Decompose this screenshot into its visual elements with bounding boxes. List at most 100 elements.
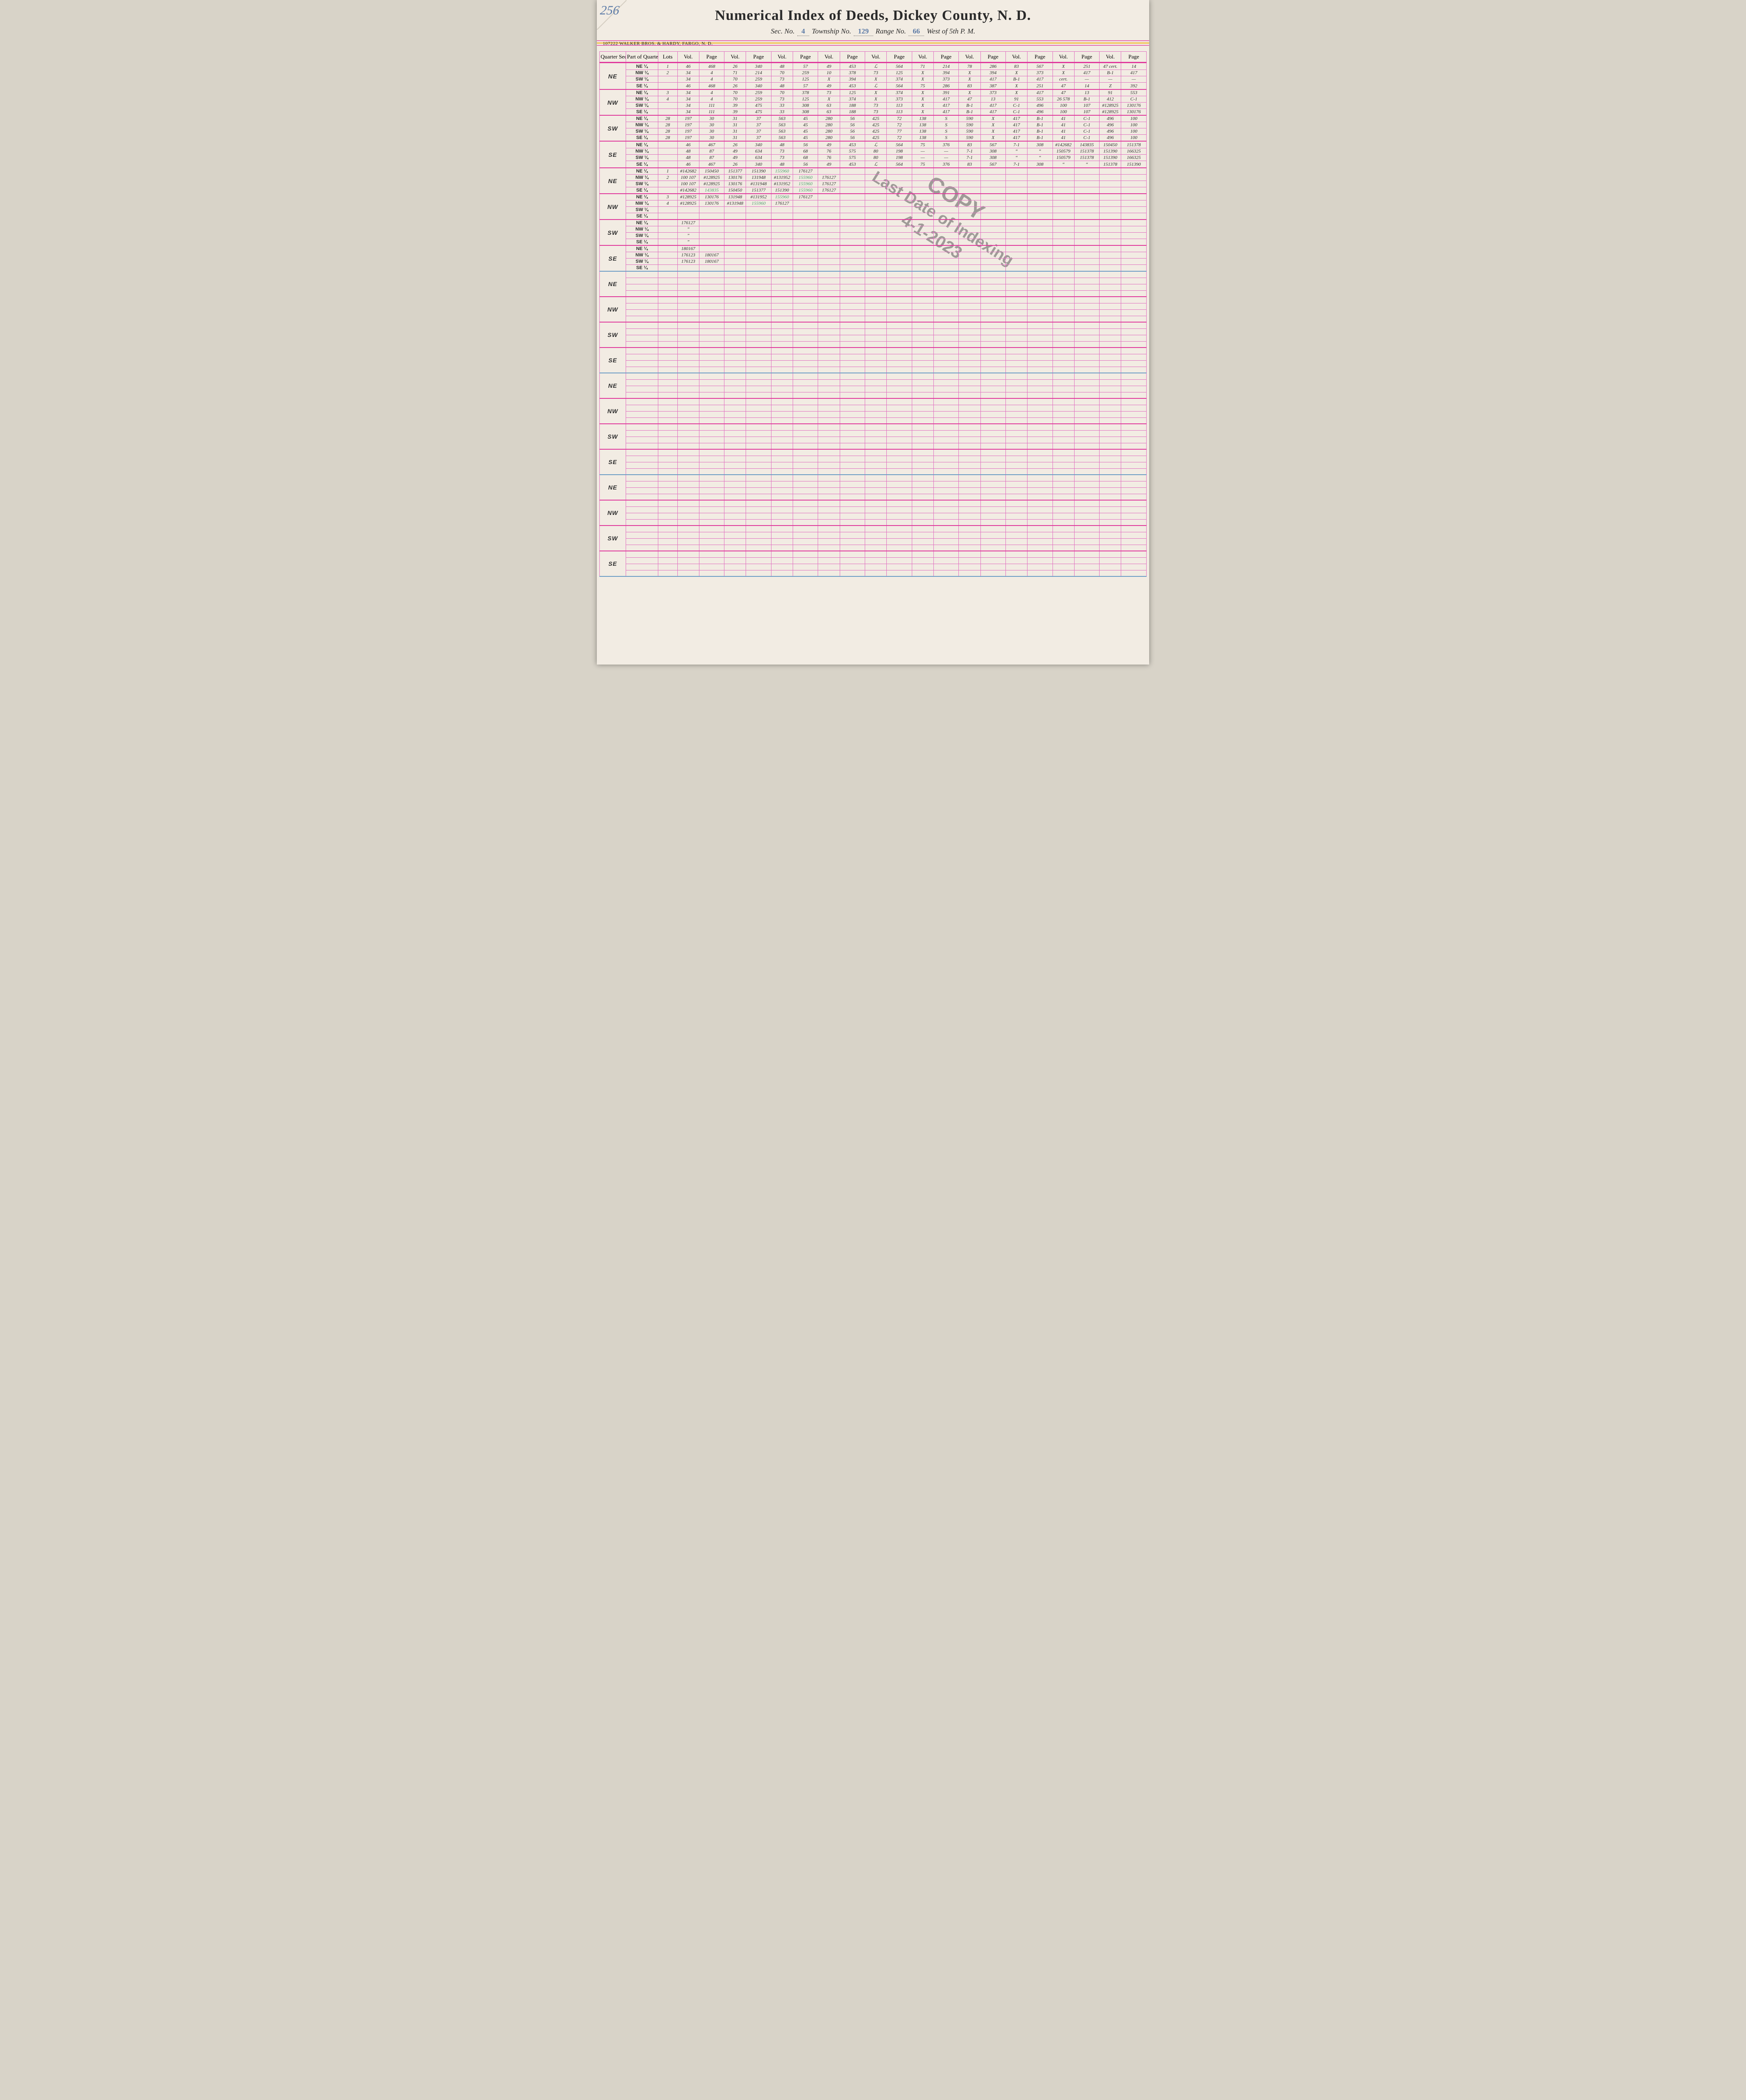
vol-page-cell: 78 <box>959 63 980 70</box>
west-note: West of 5th P. M. <box>927 27 975 36</box>
vol-page-cell <box>887 545 912 551</box>
lots-cell: 2 <box>658 175 677 181</box>
vol-page-cell <box>1074 449 1099 456</box>
lots-cell <box>658 109 677 116</box>
vol-page-cell: 564 <box>887 141 912 148</box>
vol-page-cell <box>1005 290 1027 297</box>
vol-page-cell <box>865 303 887 309</box>
vol-page-cell: 176123 <box>677 259 699 265</box>
vol-page-cell <box>933 168 958 175</box>
township-value[interactable]: 129 <box>854 27 873 36</box>
vol-page-cell <box>840 532 865 538</box>
vol-page-cell <box>746 328 771 335</box>
vol-page-cell <box>887 417 912 424</box>
vol-page-cell <box>959 443 980 449</box>
vol-page-cell <box>1074 297 1099 303</box>
vol-page-cell: 14 <box>1074 83 1099 90</box>
vol-page-cell: 73 <box>865 109 887 116</box>
vol-page-cell <box>865 290 887 297</box>
vol-page-cell <box>771 506 793 513</box>
lots-cell <box>658 532 677 538</box>
vol-page-cell: 30 <box>699 115 724 122</box>
part-of-quarter-cell: SE ¼ <box>626 265 658 272</box>
vol-page-cell <box>887 405 912 411</box>
vol-page-cell <box>793 475 818 481</box>
col-header-vol-3: Vol. <box>771 52 793 63</box>
vol-page-cell <box>724 424 746 430</box>
lots-cell <box>658 348 677 354</box>
vol-page-cell <box>840 519 865 526</box>
vol-page-cell <box>980 245 1005 252</box>
sec-value[interactable]: 4 <box>797 27 810 36</box>
vol-page-cell <box>887 392 912 398</box>
vol-page-cell: X <box>980 122 1005 128</box>
vol-page-cell <box>1121 265 1147 272</box>
lots-cell <box>658 181 677 187</box>
part-of-quarter-cell: NE ¼ <box>626 168 658 175</box>
vol-page-cell <box>933 551 958 557</box>
vol-page-cell <box>1074 367 1099 373</box>
vol-page-cell: #142682 <box>677 168 699 175</box>
vol-page-cell: 34 <box>677 109 699 116</box>
vol-page-cell <box>912 265 933 272</box>
vol-page-cell <box>865 245 887 252</box>
vol-page-cell <box>933 194 958 200</box>
vol-page-cell: X <box>980 135 1005 142</box>
vol-page-cell <box>818 443 840 449</box>
vol-page-cell <box>793 506 818 513</box>
vol-page-cell <box>1100 175 1121 181</box>
vol-page-cell: 131948 <box>746 175 771 181</box>
vol-page-cell <box>980 360 1005 367</box>
vol-page-cell <box>677 271 699 278</box>
table-row <box>600 379 1147 386</box>
vol-page-cell <box>1053 545 1074 551</box>
vol-page-cell: 45 <box>793 115 818 122</box>
table-row <box>600 417 1147 424</box>
vol-page-cell <box>677 213 699 220</box>
vol-page-cell <box>677 437 699 443</box>
vol-page-cell <box>959 354 980 360</box>
table-row <box>600 456 1147 462</box>
vol-page-cell: 26 <box>724 83 746 90</box>
vol-page-cell <box>887 187 912 194</box>
vol-page-cell <box>912 239 933 246</box>
vol-page-cell <box>1005 519 1027 526</box>
vol-page-cell <box>1053 411 1074 417</box>
vol-page-cell: 48 <box>771 83 793 90</box>
vol-page-cell <box>865 194 887 200</box>
vol-page-cell <box>980 411 1005 417</box>
quarter-section-cell: NW <box>600 194 626 220</box>
vol-page-cell <box>980 233 1005 239</box>
vol-page-cell <box>677 513 699 519</box>
vol-page-cell <box>1074 570 1099 576</box>
vol-page-cell <box>1100 557 1121 564</box>
vol-page-cell <box>933 322 958 328</box>
col-header-vol-6: Vol. <box>912 52 933 63</box>
vol-page-cell <box>724 564 746 570</box>
vol-page-cell <box>746 475 771 481</box>
vol-page-cell <box>980 373 1005 379</box>
range-value[interactable]: 66 <box>908 27 924 36</box>
vol-page-cell <box>771 551 793 557</box>
part-of-quarter-cell <box>626 526 658 532</box>
vol-page-cell <box>793 392 818 398</box>
vol-page-cell: #128925 <box>1100 103 1121 109</box>
lots-cell <box>658 475 677 481</box>
vol-page-cell <box>724 506 746 513</box>
vol-page-cell <box>1028 316 1053 322</box>
vol-page-cell <box>746 462 771 468</box>
vol-page-cell <box>793 443 818 449</box>
vol-page-cell: 73 <box>771 155 793 161</box>
col-header-vol-9: Vol. <box>1053 52 1074 63</box>
vol-page-cell <box>887 538 912 545</box>
vol-page-cell <box>724 545 746 551</box>
vol-page-cell <box>912 278 933 284</box>
vol-page-cell <box>865 538 887 545</box>
table-row <box>600 335 1147 341</box>
vol-page-cell: 7-1 <box>959 148 980 155</box>
vol-page-cell <box>746 564 771 570</box>
vol-page-cell <box>840 417 865 424</box>
vol-page-cell <box>771 570 793 576</box>
vol-page-cell <box>887 303 912 309</box>
vol-page-cell: 14 <box>1121 63 1147 70</box>
